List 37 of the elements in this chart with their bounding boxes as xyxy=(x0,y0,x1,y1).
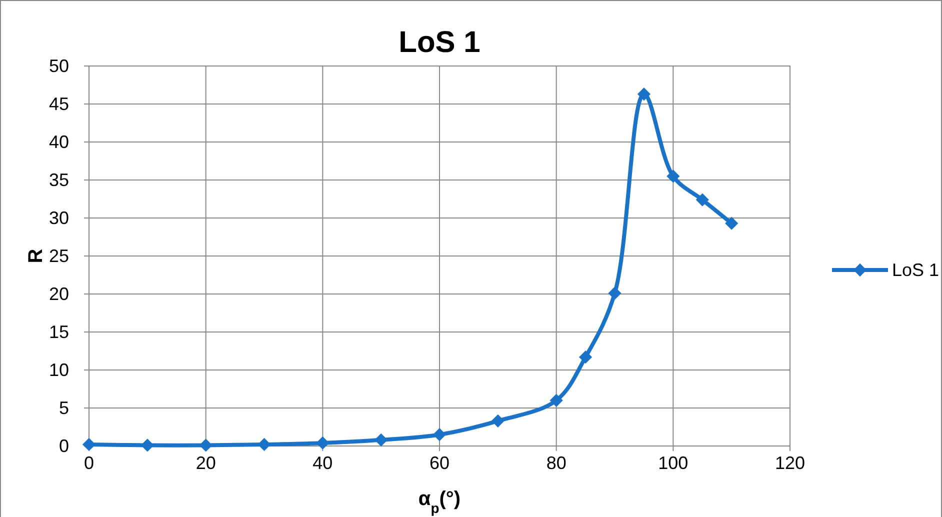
point xyxy=(666,170,680,183)
y-tick-label: 0 xyxy=(58,436,69,456)
y-axis-title: R xyxy=(25,248,47,264)
point xyxy=(258,438,271,452)
point xyxy=(199,438,212,452)
y-tick-label: 35 xyxy=(48,170,69,190)
point xyxy=(550,394,563,407)
x-tick-label: 40 xyxy=(312,453,333,473)
x-tick-label: 80 xyxy=(546,453,566,473)
x-axis-title: α$_{p}$(°) xyxy=(418,488,461,516)
y-tick-label: 10 xyxy=(48,360,69,380)
y-tick-label: 40 xyxy=(48,132,69,152)
y-tick-label: 50 xyxy=(48,56,69,76)
point xyxy=(725,216,738,230)
x-tick-label: 0 xyxy=(84,453,94,473)
y-tick-label: 30 xyxy=(48,208,69,228)
y-tick-label: 15 xyxy=(48,322,69,342)
x-tick-label: 20 xyxy=(196,453,216,473)
point xyxy=(374,433,388,446)
point xyxy=(491,414,504,428)
point xyxy=(316,436,330,450)
point xyxy=(637,88,651,101)
point xyxy=(578,350,592,364)
y-tick-label: 20 xyxy=(48,284,69,304)
point xyxy=(140,438,154,452)
x-tick-label: 100 xyxy=(658,453,688,473)
y-tick-label: 25 xyxy=(48,246,69,266)
point xyxy=(608,286,622,300)
legend-label: LoS 1 xyxy=(892,260,940,280)
y-tick-label: 45 xyxy=(48,94,69,114)
point xyxy=(82,438,96,452)
x-tick-label: 60 xyxy=(429,453,450,473)
x-tick-label: 120 xyxy=(774,453,806,473)
point xyxy=(696,193,709,206)
point xyxy=(432,428,446,442)
y-tick-label: 5 xyxy=(58,398,69,418)
chart-title: LoS 1 xyxy=(398,26,480,59)
